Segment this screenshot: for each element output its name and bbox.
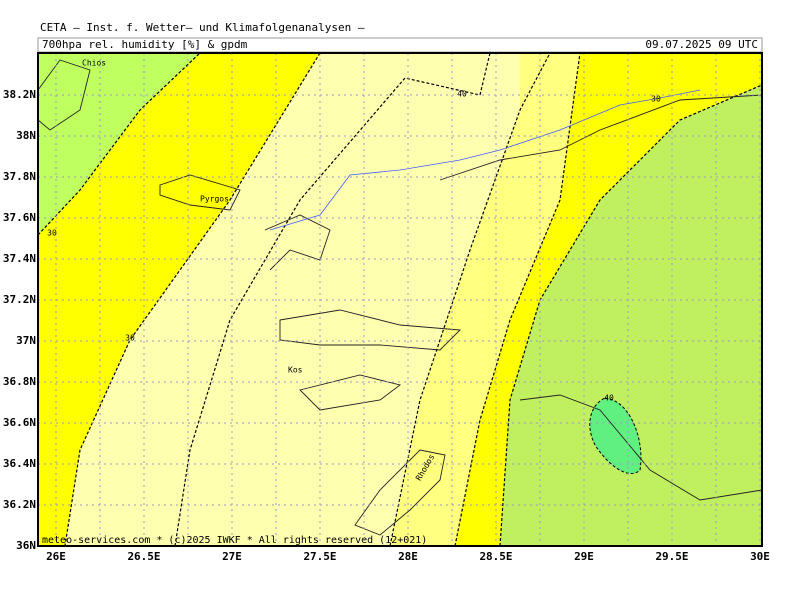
lat-tick-label: 37.8N (3, 170, 36, 183)
contour-label: 40 (604, 394, 614, 403)
lat-tick-label: 38N (16, 129, 36, 142)
lon-tick-label: 26.5E (127, 550, 160, 563)
lon-tick-label: 28.5E (479, 550, 512, 563)
lon-tick-label: 30E (750, 550, 770, 563)
lat-tick-label: 37.2N (3, 293, 36, 306)
river (269, 89, 701, 231)
title: CETA – Inst. f. Wetter– und Klimafolgena… (40, 21, 365, 34)
subtitle: 700hpa rel. humidity [%] & gpdm (42, 38, 248, 51)
lon-tick-label: 29.5E (655, 550, 688, 563)
contour (389, 53, 551, 546)
lat-tick-label: 36N (16, 539, 36, 552)
lat-tick-label: 37.6N (3, 211, 36, 224)
contour (454, 53, 581, 546)
map-frame (37, 52, 763, 547)
lon-tick-label: 26E (46, 550, 66, 563)
lon-tick-label: 28E (398, 550, 418, 563)
field-green (500, 85, 762, 546)
footer: meteo-services.com * (c)2025 IWKF * All … (42, 535, 427, 546)
field-yellow (38, 53, 320, 546)
lat-tick-label: 37.4N (3, 252, 36, 265)
lon-tick-label: 27E (222, 550, 242, 563)
contour (174, 53, 491, 546)
contour-label: 30 (651, 95, 661, 104)
contour-label: 40 (457, 90, 467, 99)
lon-tick-label: 27.5E (303, 550, 336, 563)
contour-label: 30 (47, 229, 57, 238)
lat-tick-label: 36.6N (3, 416, 36, 429)
lat-tick-label: 36.4N (3, 457, 36, 470)
contour (64, 53, 321, 546)
field-dark-green (589, 397, 642, 475)
valid-time: 09.07.2025 09 UTC (645, 38, 758, 51)
contour (499, 84, 762, 546)
coastline (38, 59, 762, 536)
contour (38, 53, 201, 236)
lat-tick-label: 37N (16, 334, 36, 347)
place-label: Kos (288, 366, 303, 375)
lon-tick-label: 29E (574, 550, 594, 563)
lat-tick-label: 36.2N (3, 498, 36, 511)
contour-label: 30 (125, 334, 135, 343)
lat-tick-label: 36.8N (3, 375, 36, 388)
field-green (38, 53, 200, 235)
lat-tick-label: 38.2N (3, 88, 36, 101)
place-label: Chios (82, 59, 106, 68)
place-label: Pyrgos (200, 195, 229, 204)
